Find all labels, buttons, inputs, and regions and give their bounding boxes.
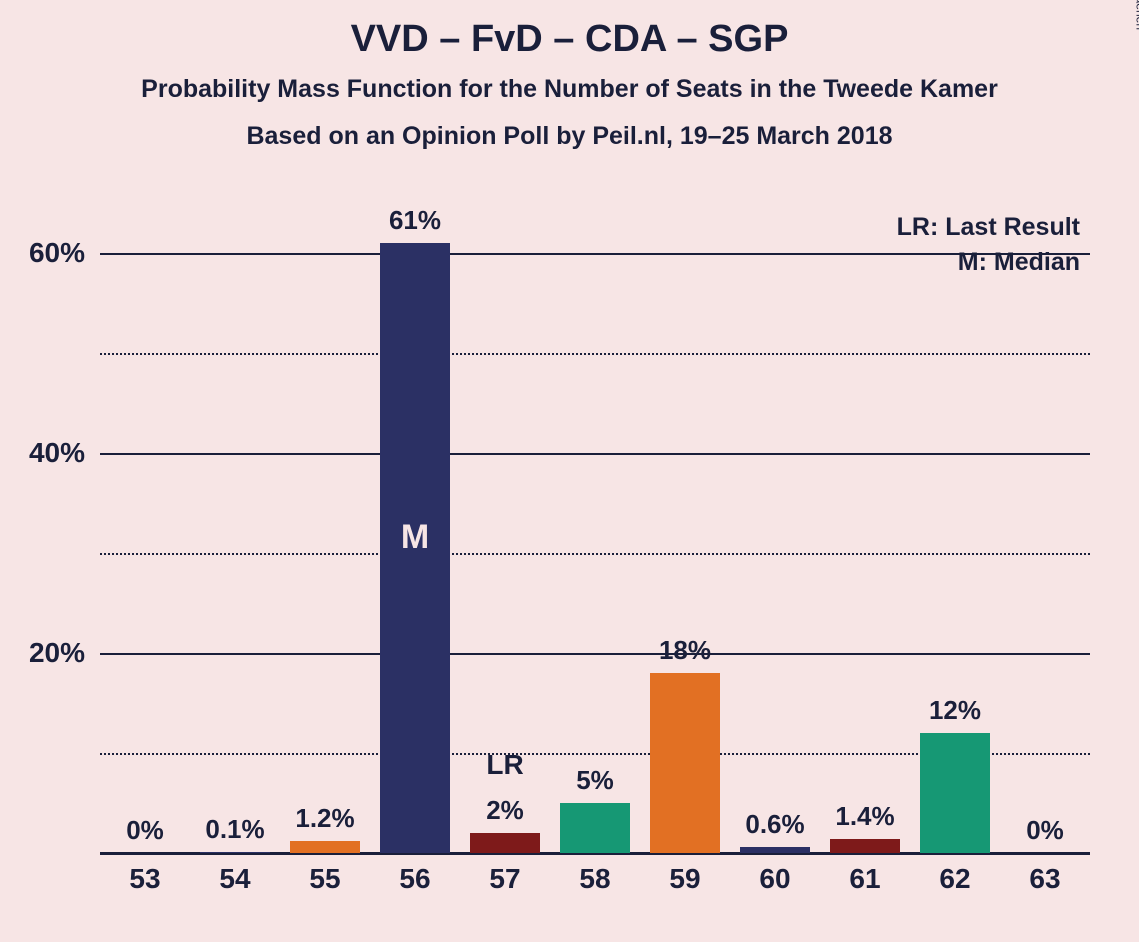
gridline-major (100, 253, 1090, 255)
x-tick-label: 60 (759, 863, 790, 895)
bar-value-label: 1.4% (835, 801, 894, 832)
plot: 20%40%60%0%530.1%541.2%5561%M562%LR575%5… (100, 213, 1090, 853)
x-tick-label: 54 (219, 863, 250, 895)
x-tick-label: 53 (129, 863, 160, 895)
bar (830, 839, 900, 853)
x-tick-label: 61 (849, 863, 880, 895)
chart-subtitle-2: Based on an Opinion Poll by Peil.nl, 19–… (0, 122, 1139, 151)
bar (650, 673, 720, 853)
y-tick-label: 60% (29, 237, 85, 269)
bar-value-label: 12% (929, 695, 981, 726)
gridline-major (100, 453, 1090, 455)
x-tick-label: 55 (309, 863, 340, 895)
bar-value-label: 2% (486, 795, 524, 826)
bar-value-label: 0% (1026, 815, 1064, 846)
x-tick-label: 56 (399, 863, 430, 895)
bar-value-label: 0.1% (205, 814, 264, 845)
chart-title: VVD – FvD – CDA – SGP (0, 18, 1139, 61)
bar (290, 841, 360, 853)
bar-value-label: 5% (576, 765, 614, 796)
gridline-minor (100, 553, 1090, 555)
bar (560, 803, 630, 853)
x-tick-label: 63 (1029, 863, 1060, 895)
bar-annotation-m: M (401, 518, 429, 557)
gridline-minor (100, 353, 1090, 355)
chart-subtitle-1: Probability Mass Function for the Number… (0, 75, 1139, 104)
chart-plot-area: LR: Last Result M: Median 20%40%60%0%530… (100, 213, 1090, 853)
x-tick-label: 58 (579, 863, 610, 895)
bar-value-label: 0% (126, 815, 164, 846)
bar (920, 733, 990, 853)
gridline-major (100, 653, 1090, 655)
x-tick-label: 57 (489, 863, 520, 895)
x-tick-label: 62 (939, 863, 970, 895)
bar (740, 847, 810, 853)
x-tick-label: 59 (669, 863, 700, 895)
y-tick-label: 20% (29, 637, 85, 669)
bar (200, 852, 270, 853)
bar-value-label: 0.6% (745, 809, 804, 840)
y-tick-label: 40% (29, 437, 85, 469)
bar (470, 833, 540, 853)
copyright-text: © 2020 Filip van Laenen (1133, 0, 1139, 30)
bar-annotation-lr: LR (486, 749, 523, 781)
bar-value-label: 61% (389, 205, 441, 236)
bar-value-label: 1.2% (295, 803, 354, 834)
bar-value-label: 18% (659, 635, 711, 666)
